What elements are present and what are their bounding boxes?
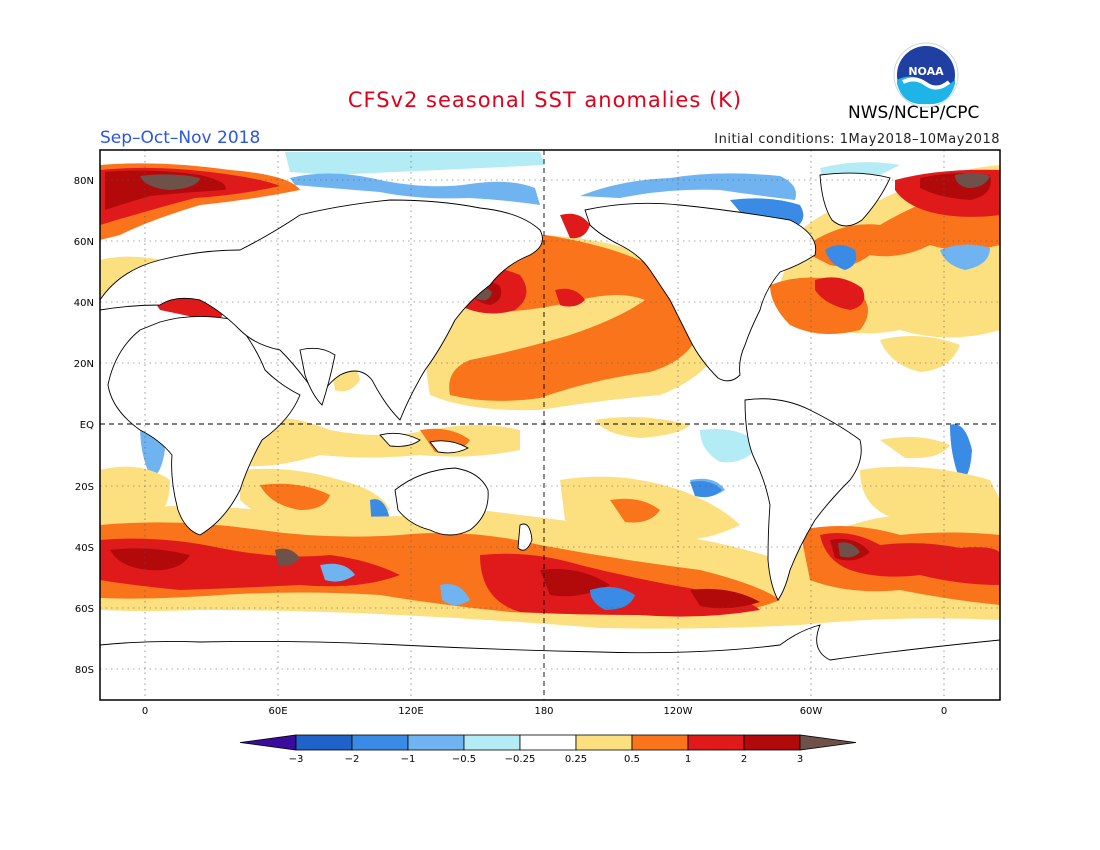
colorbar-tick-label: −0.5: [452, 754, 476, 765]
colorbar-arrow-low: [239, 734, 297, 751]
land-india: [299, 347, 336, 406]
colorbar-tick-label: 2: [741, 754, 747, 765]
land-eurasia: [100, 199, 543, 421]
southern-ocean-cool: [590, 586, 635, 610]
colorbar-tick-label: 0.5: [624, 754, 640, 765]
arctic-cool-band: [285, 152, 545, 175]
graticule: [100, 150, 1000, 700]
land-new-zealand: [517, 523, 533, 551]
southern-ocean-cool: [440, 584, 470, 605]
tropical-warm: [880, 436, 950, 459]
southern-ocean-warm: [690, 588, 760, 609]
north-pacific-warm: [560, 213, 590, 239]
arctic-cool-band: [580, 173, 796, 200]
land-south-america: [744, 398, 862, 601]
lat-label: 60S: [75, 604, 94, 615]
lon-label: 120E: [398, 706, 423, 717]
lon-label: 180: [534, 706, 553, 717]
colorbar-swatch: [407, 734, 465, 751]
colorbar-arrow-high: [799, 734, 857, 751]
colorbar-tick-label: −3: [289, 754, 304, 765]
south-indian-warm: [260, 483, 330, 510]
lat-label: 80N: [74, 176, 94, 187]
south-pacific-warm: [610, 498, 660, 523]
tropical-cool: [950, 424, 972, 480]
arctic-cool-band: [820, 162, 900, 176]
colorbar-tick-label: 1: [685, 754, 691, 765]
colorbar-swatch: [351, 734, 409, 751]
lat-label: 80S: [75, 665, 94, 676]
north-atlantic-warm: [955, 172, 990, 188]
colorbar-swatch: [519, 734, 577, 751]
north-atlantic-warm: [815, 277, 865, 310]
south-pacific-cool: [690, 481, 722, 498]
colorbar-tick-label: −1: [401, 754, 416, 765]
southern-ocean-warm: [275, 548, 300, 566]
southern-ocean-warm: [110, 548, 190, 571]
season-label: Sep–Oct–Nov 2018: [100, 128, 261, 148]
colorbar-swatch: [631, 734, 689, 751]
lat-label: EQ: [80, 420, 94, 431]
land-indonesia: [429, 440, 469, 454]
colorbar-swatch: [295, 734, 353, 751]
colorbar-tick-label: −2: [345, 754, 360, 765]
coastlines: [100, 172, 1000, 700]
lon-label: 60E: [268, 706, 287, 717]
colorbar-swatch: [743, 734, 801, 751]
arctic-cool-band: [290, 173, 540, 205]
southern-ocean-warm: [820, 532, 1000, 585]
colorbar-tick-label: −0.25: [505, 754, 536, 765]
tropical-warm: [230, 416, 520, 467]
north-atlantic-cool: [825, 245, 857, 270]
tropical-cool: [700, 429, 760, 463]
land-africa: [107, 315, 301, 536]
land-greenland: [819, 172, 891, 227]
lat-label: 40S: [75, 543, 94, 554]
lat-label: 20N: [74, 359, 94, 370]
colorbar-swatch: [463, 734, 521, 751]
agency-label: NWS/NCEP/CPC: [848, 103, 980, 123]
noaa-logo-text: NOAA: [908, 65, 944, 78]
lon-label: 120W: [664, 706, 693, 717]
land-indonesia: [379, 432, 421, 447]
colorbar-tick-label: 0.25: [565, 754, 587, 765]
land-antarctica: [100, 624, 1000, 700]
reference-lines: [100, 150, 1000, 700]
initial-conditions-label: Initial conditions: 1May2018–10May2018: [714, 132, 1000, 147]
noaa-logo-icon: NOAA: [893, 42, 959, 108]
map-frame: [99, 149, 1001, 701]
lon-label: 60W: [800, 706, 823, 717]
anomaly-field: [100, 152, 1000, 629]
barents-warm: [140, 174, 200, 190]
southern-ocean-cool: [320, 563, 355, 582]
land-north-america: [584, 202, 817, 382]
lat-label: 40N: [74, 298, 94, 309]
colorbar-swatch: [575, 734, 633, 751]
lon-label: 0: [941, 706, 947, 717]
colorbar-tick-label: 3: [797, 754, 803, 765]
north-atlantic-cool: [940, 244, 990, 270]
map-title: CFSv2 seasonal SST anomalies (K): [347, 88, 743, 112]
north-atlantic-warm: [880, 336, 960, 372]
colorbar: −3 −2 −1 −0.5 −0.25 0.25 0.5 1 2 3: [239, 734, 857, 765]
land-australia: [394, 467, 489, 536]
southern-ocean-warm: [838, 542, 860, 558]
tropical-warm: [595, 416, 690, 438]
lon-label: 0: [142, 706, 148, 717]
lat-label: 20S: [75, 482, 94, 493]
lat-label: 60N: [74, 237, 94, 248]
colorbar-swatch: [687, 734, 745, 751]
